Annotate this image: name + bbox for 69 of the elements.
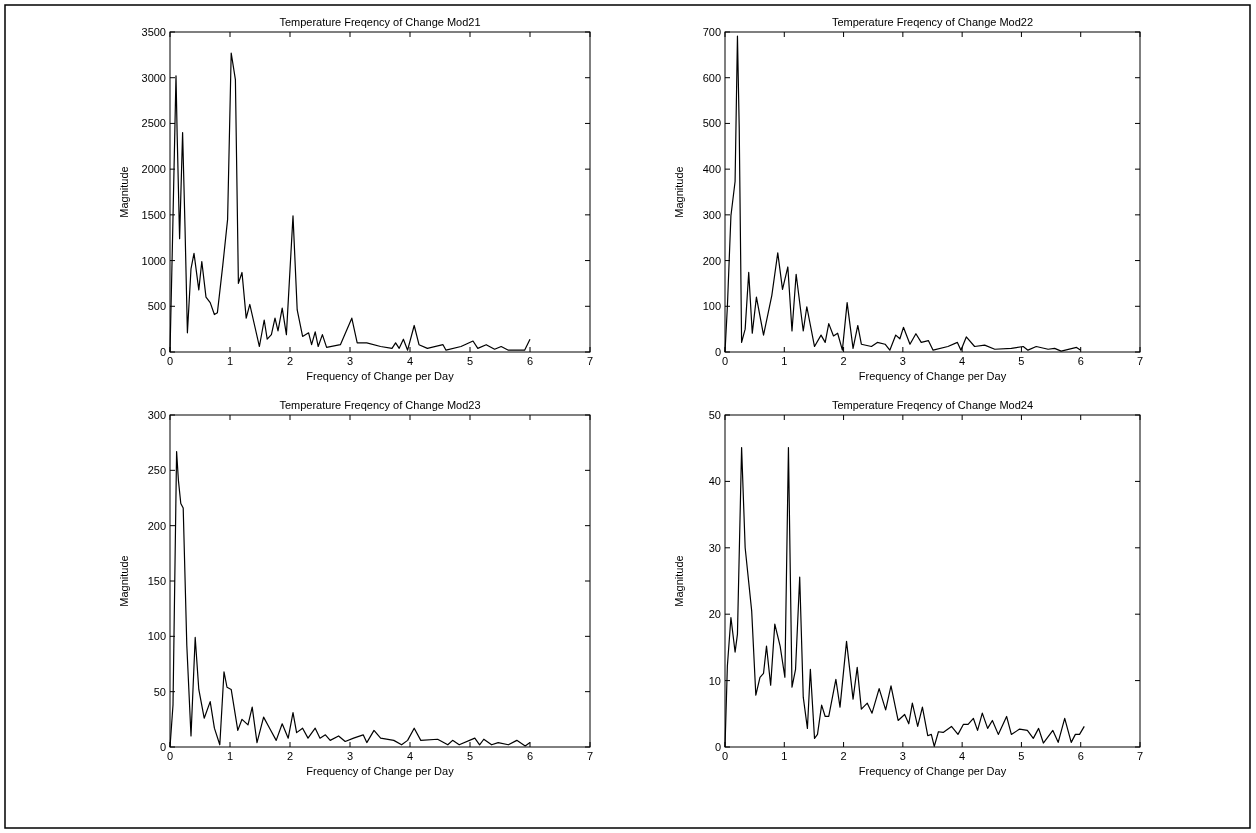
x-tick-label: 5 [1018,355,1025,367]
chart-title: Temperature Freqency of Change Mod22 [831,16,1034,28]
y-tick-label: 1500 [141,208,166,221]
y-tick-label: 2000 [141,163,166,176]
x-tick-label: 2 [286,750,294,762]
x-tick-label: 4 [406,355,414,367]
y-tick-label: 50 [153,685,166,698]
y-tick-label: 400 [702,163,721,176]
x-tick-label: 4 [406,750,414,762]
y-tick-label: 3000 [141,71,166,84]
y-tick-label: 10 [708,674,721,687]
x-tick-label: 7 [586,355,594,367]
y-tick-label: 600 [702,71,721,84]
chart-title: Temperature Freqency of Change Mod21 [279,16,481,28]
x-tick-label: 6 [1077,750,1084,762]
x-tick-label: 2 [840,750,847,762]
y-tick-label: 200 [702,254,721,267]
x-tick-label: 2 [840,355,847,367]
x-axis-title: Frequency of Change per Day [306,370,455,382]
x-tick-label: 3 [899,355,906,367]
y-axis-title: Magnitude [673,555,685,607]
x-axis-title: Frequency of Change per Day [858,370,1007,382]
x-tick-label: 1 [226,750,234,762]
y-tick-label: 3500 [141,26,166,38]
y-tick-label: 500 [702,117,721,130]
x-tick-label: 1 [226,355,234,367]
y-tick-label: 1000 [141,254,166,267]
y-tick-label: 30 [708,541,721,554]
y-axis-title: Magnitude [118,166,130,218]
y-axis-title: Magnitude [118,555,130,607]
x-tick-label: 4 [959,750,966,762]
y-tick-label: 700 [702,26,721,38]
x-axis-title: Frequency of Change per Day [306,765,455,777]
y-tick-label: 200 [147,519,166,532]
x-tick-label: 5 [1018,750,1025,762]
y-tick-label: 40 [708,475,721,488]
x-tick-label: 3 [899,750,906,762]
x-tick-label: 3 [346,355,354,367]
x-tick-label: 5 [466,750,474,762]
y-tick-label: 100 [702,300,721,313]
x-tick-label: 6 [526,355,534,367]
y-tick-label: 100 [147,630,166,643]
x-tick-label: 5 [466,355,474,367]
x-tick-label: 7 [1136,355,1144,367]
chart-title: Temperature Freqency of Change Mod24 [831,399,1034,411]
x-tick-label: 6 [526,750,534,762]
y-tick-label: 0 [714,741,721,753]
y-tick-label: 250 [147,464,166,477]
y-tick-label: 300 [147,409,166,421]
y-tick-label: 20 [708,608,721,621]
y-tick-label: 500 [147,300,166,313]
x-axis-title: Frequency of Change per Day [858,765,1007,777]
x-tick-label: 4 [959,355,966,367]
x-tick-label: 3 [346,750,354,762]
y-tick-label: 2500 [141,117,166,130]
chart-title: Temperature Freqency of Change Mod23 [279,399,481,411]
x-tick-label: 7 [586,750,594,762]
x-tick-label: 1 [781,355,788,367]
y-tick-label: 0 [159,741,166,753]
x-tick-label: 1 [781,750,788,762]
x-tick-label: 7 [1136,750,1144,762]
y-tick-label: 300 [702,208,721,221]
y-tick-label: 0 [714,346,721,358]
y-tick-label: 0 [159,346,166,358]
x-tick-label: 6 [1077,355,1084,367]
y-tick-label: 150 [147,575,166,587]
y-axis-title: Magnitude [673,166,685,218]
y-tick-label: 50 [708,409,721,421]
x-tick-label: 2 [286,355,294,367]
